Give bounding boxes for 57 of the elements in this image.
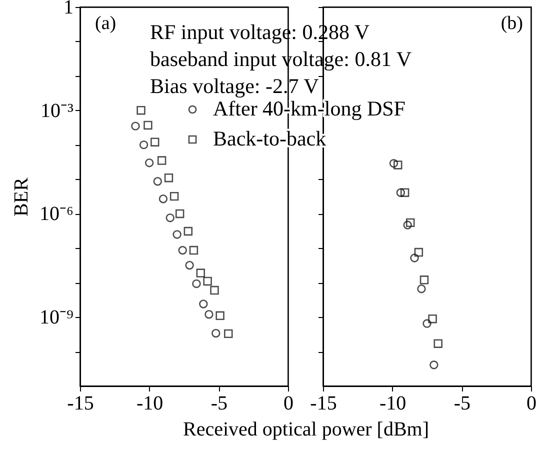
point bbox=[394, 160, 402, 170]
point bbox=[189, 246, 198, 255]
point bbox=[428, 314, 437, 324]
point bbox=[400, 188, 410, 197]
point bbox=[192, 279, 201, 288]
point bbox=[210, 286, 219, 295]
point bbox=[396, 188, 406, 197]
point bbox=[184, 226, 193, 236]
x-tick-label: -15 bbox=[310, 392, 337, 414]
x-tick-label: -5 bbox=[454, 392, 471, 414]
point bbox=[199, 300, 208, 308]
point bbox=[203, 276, 212, 286]
x-tick-label: -10 bbox=[379, 392, 406, 414]
x-axis-title: Received optical power [dBm] bbox=[182, 418, 430, 440]
point bbox=[178, 246, 187, 255]
x-tick-label: 0 bbox=[526, 392, 536, 414]
point bbox=[403, 220, 412, 230]
point bbox=[150, 138, 160, 146]
point bbox=[166, 213, 174, 222]
point bbox=[175, 209, 184, 218]
point bbox=[410, 254, 419, 262]
point bbox=[389, 158, 398, 168]
point bbox=[170, 192, 179, 201]
point bbox=[131, 122, 140, 130]
point bbox=[153, 177, 162, 186]
x-tick-label: -10 bbox=[136, 392, 164, 414]
point bbox=[196, 268, 205, 278]
y-tick-label: 10⁻⁹ bbox=[40, 306, 74, 329]
point bbox=[158, 194, 168, 204]
point bbox=[414, 248, 424, 257]
point bbox=[212, 328, 220, 338]
x-tick-label: -5 bbox=[210, 392, 228, 414]
point bbox=[430, 360, 438, 370]
annotation: (a) bbox=[95, 13, 116, 34]
x-tick-label: -15 bbox=[67, 392, 94, 414]
point bbox=[139, 140, 148, 150]
point bbox=[164, 173, 174, 182]
point bbox=[224, 329, 233, 338]
x-tick-label: 0 bbox=[284, 392, 294, 414]
point bbox=[172, 230, 182, 239]
y-axis-title: BER bbox=[10, 176, 33, 216]
point bbox=[144, 120, 152, 130]
point bbox=[434, 339, 442, 348]
y-tick-label: 1 bbox=[64, 0, 74, 18]
y-tick-label: 10⁻³ bbox=[40, 100, 74, 122]
point bbox=[185, 260, 194, 270]
point bbox=[422, 319, 432, 328]
y-tick-label: 10⁻⁶ bbox=[40, 203, 74, 226]
annotation: (b) bbox=[500, 13, 523, 34]
point bbox=[136, 106, 146, 115]
point bbox=[204, 310, 214, 319]
point bbox=[157, 156, 166, 165]
point bbox=[406, 218, 415, 228]
point bbox=[420, 276, 429, 284]
point bbox=[216, 311, 224, 320]
point bbox=[144, 158, 154, 168]
point bbox=[417, 284, 426, 294]
